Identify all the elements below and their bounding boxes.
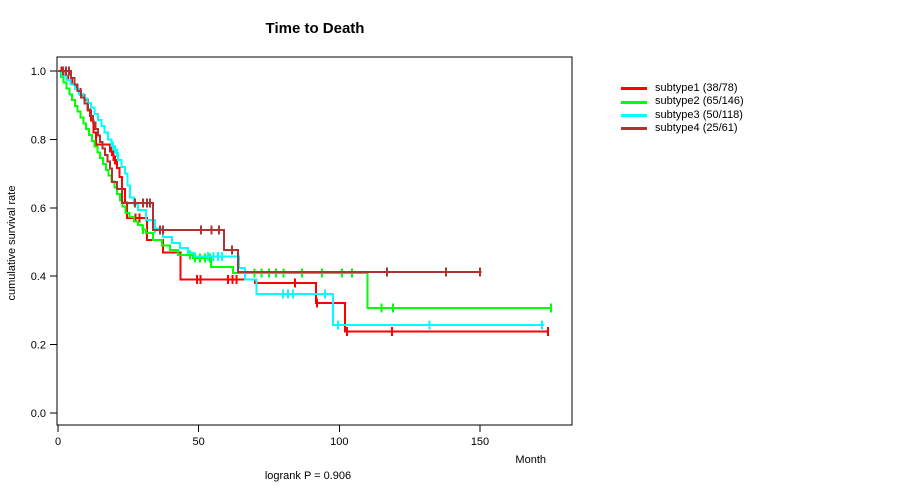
logrank-p-text: logrank P = 0.906: [265, 470, 351, 482]
legend-label: subtype1 (38/78): [655, 82, 738, 94]
censor-marks-subtype3: [111, 141, 543, 330]
y-tick-label: 0.0: [31, 408, 46, 420]
plot-box: [56, 56, 573, 426]
x-tick-label: 50: [193, 436, 205, 448]
axes: 1.0 0.8 0.6 0.4 0.2 0.0 0 50 100 150: [31, 56, 573, 448]
x-tick-label: 0: [55, 436, 61, 448]
legend-item-subtype3: subtype3 (50/118): [621, 109, 744, 122]
y-tick-label: 0.8: [31, 134, 46, 146]
censor-marks-subtype4: [62, 66, 481, 277]
survival-curve-subtype4: [58, 70, 482, 274]
legend-line-icon: [621, 87, 647, 91]
y-tick-label: 1.0: [31, 66, 46, 78]
survival-curves: [58, 66, 553, 337]
legend-line-icon: [621, 100, 647, 104]
legend: subtype1 (38/78) subtype2 (65/146) subtype…: [621, 82, 744, 136]
legend-line-icon: [621, 113, 647, 117]
y-tick-label: 0.2: [31, 340, 46, 352]
legend-label: subtype3 (50/118): [655, 108, 743, 121]
y-axis-label: cumulative survival rate: [6, 186, 18, 301]
legend-line-icon: [621, 127, 647, 131]
survival-curve-subtype3: [58, 70, 545, 327]
x-tick-label: 150: [471, 436, 489, 448]
legend-item-subtype2: subtype2 (65/146): [621, 95, 744, 108]
x-axis-label: Month: [515, 454, 546, 466]
y-tick-label: 0.4: [31, 271, 46, 283]
chart-title: Time to Death: [266, 20, 365, 37]
legend-item-subtype1: subtype1 (38/78): [621, 82, 744, 95]
censor-marks-subtype2: [141, 224, 553, 313]
legend-label: subtype4 (25/61): [655, 122, 738, 135]
y-tick-label: 0.6: [31, 203, 46, 215]
legend-label: subtype2 (65/146): [655, 95, 744, 108]
survival-curve-subtype1: [58, 70, 550, 333]
x-tick-label: 100: [330, 436, 348, 448]
legend-item-subtype4: subtype4 (25/61): [621, 122, 744, 135]
